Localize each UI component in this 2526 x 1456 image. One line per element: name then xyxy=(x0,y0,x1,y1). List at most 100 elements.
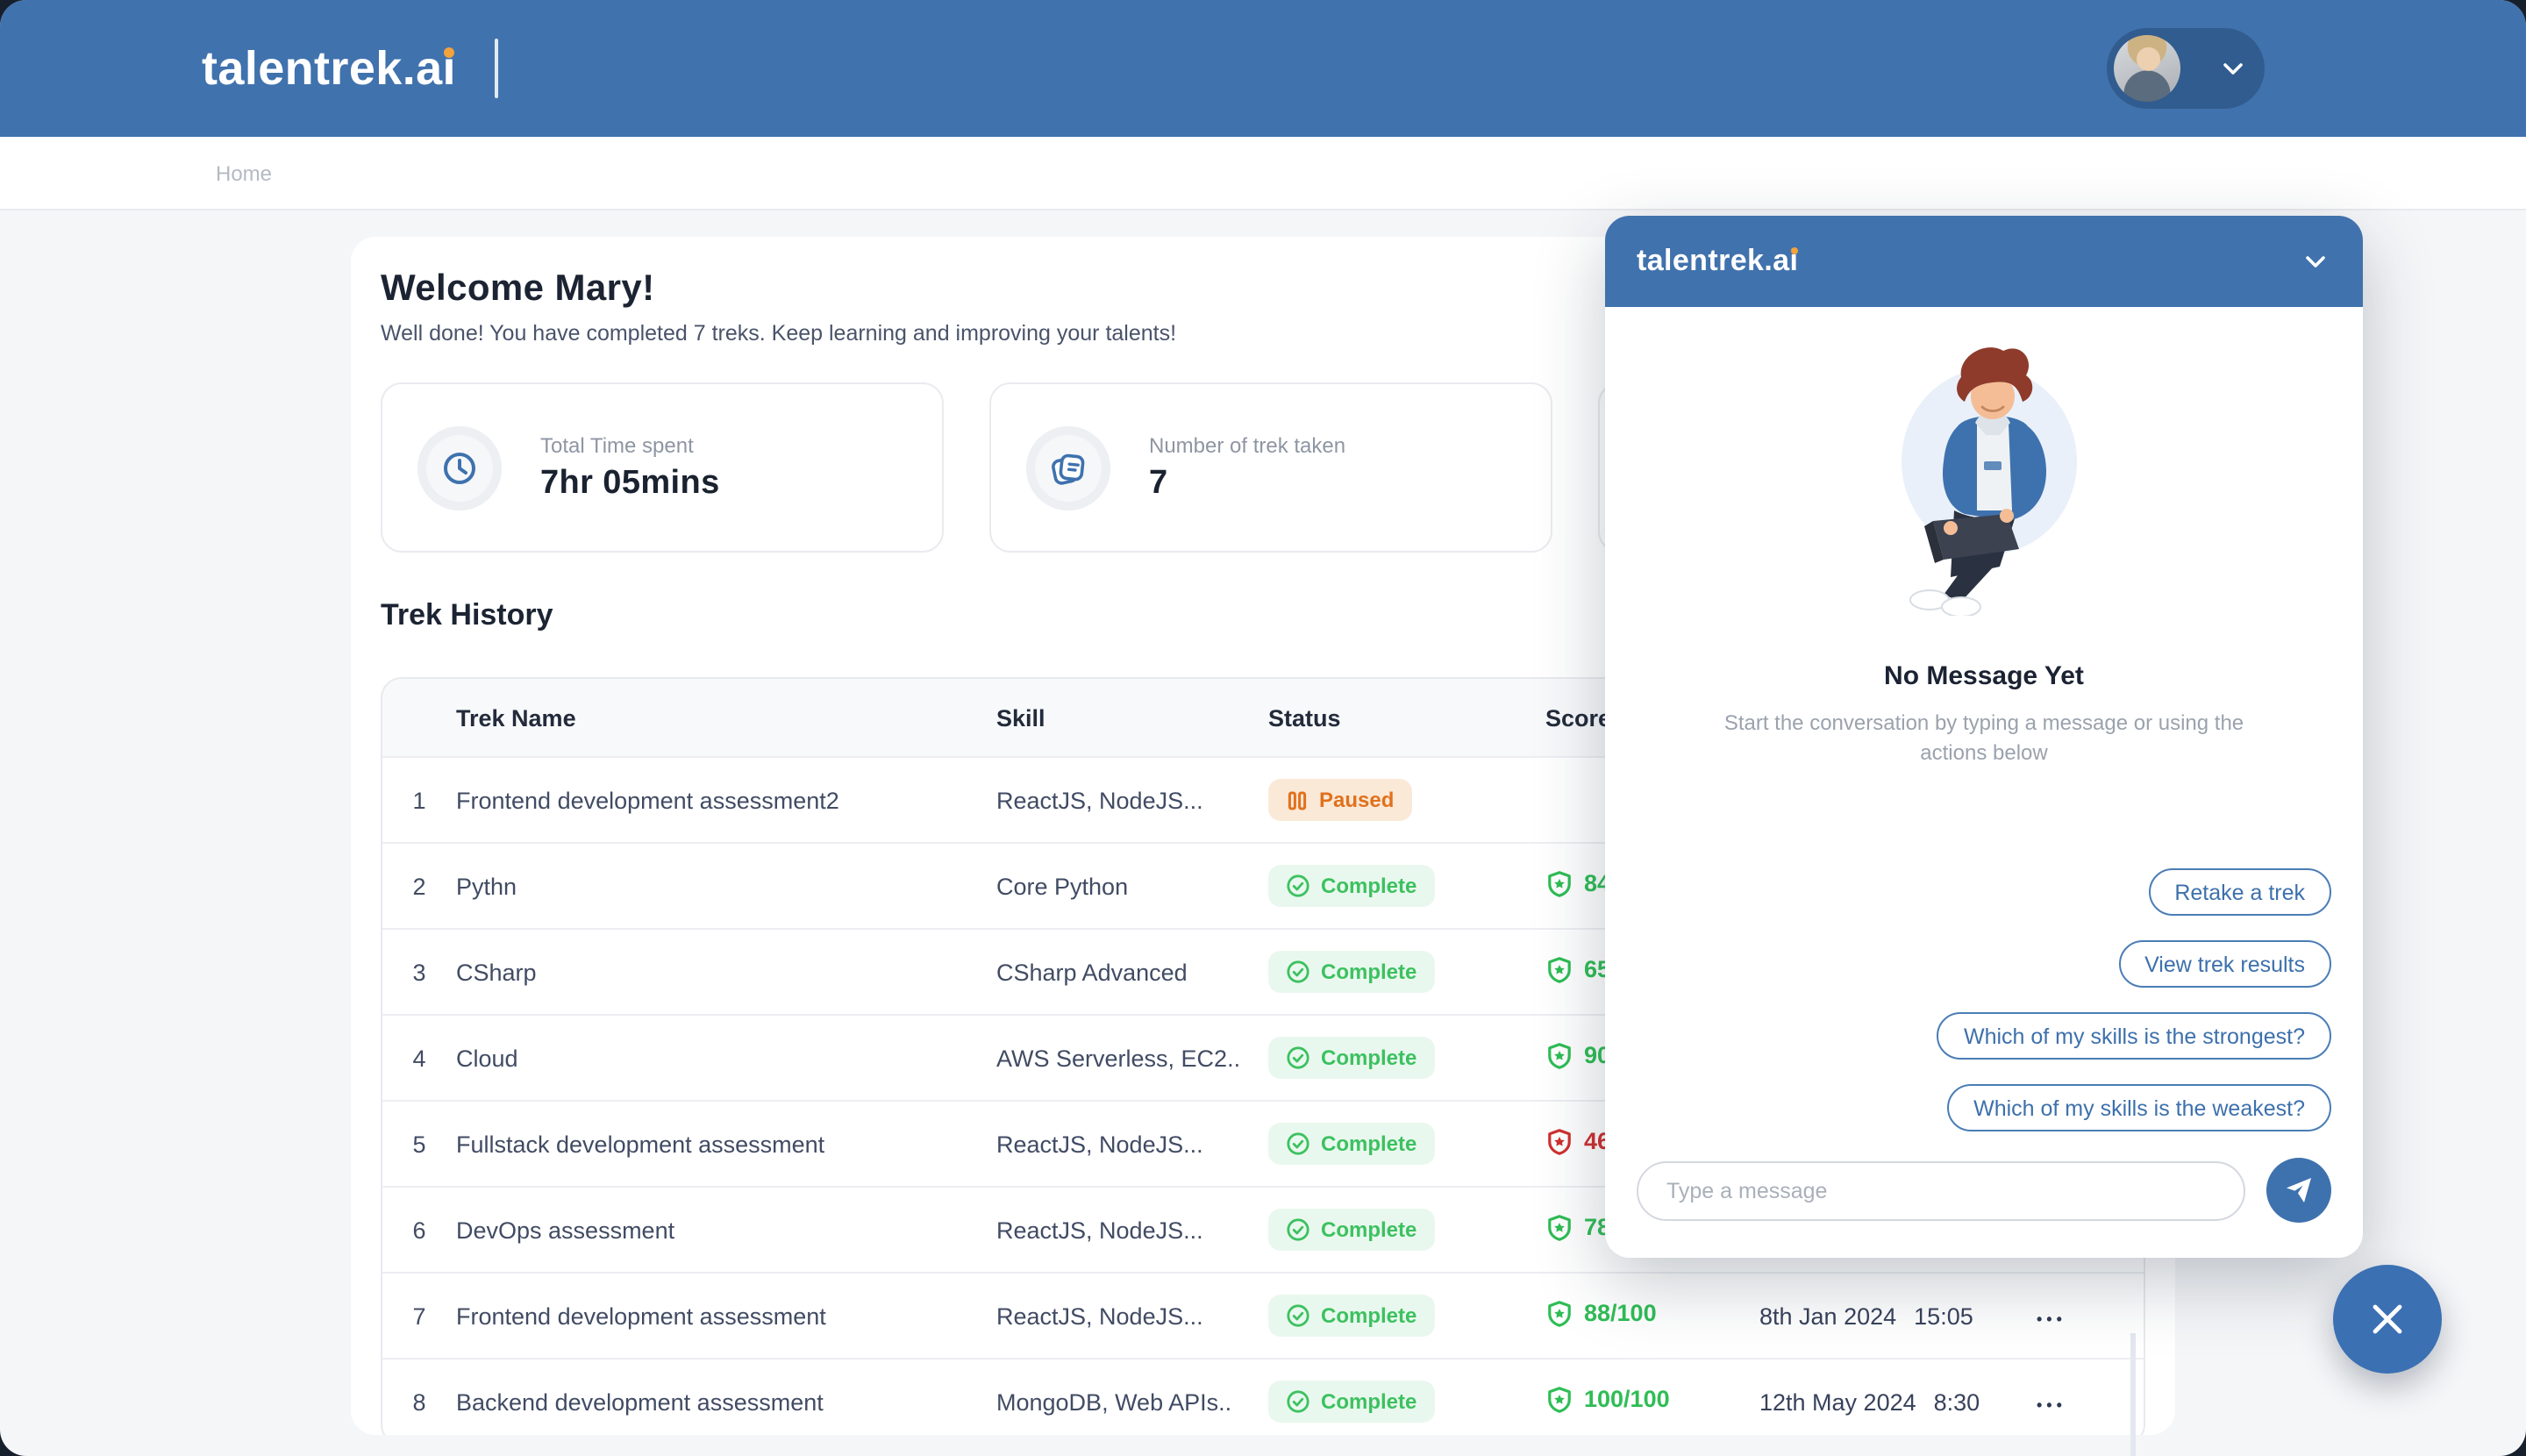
status-badge: Complete xyxy=(1268,865,1435,907)
date-value: 12th May 2024 xyxy=(1759,1388,1916,1415)
user-menu[interactable] xyxy=(2107,28,2265,109)
score-cell: 90 xyxy=(1545,1041,1610,1069)
status-label: Complete xyxy=(1321,1131,1417,1156)
skill-cell: Core Python xyxy=(996,873,1129,899)
chat-action-button[interactable]: Which of my skills is the weakest? xyxy=(1947,1084,2331,1131)
score-badge-icon xyxy=(1548,1214,1571,1240)
score-badge-icon xyxy=(1548,1386,1571,1412)
row-index: 1 xyxy=(412,787,426,813)
chat-input-row xyxy=(1605,1158,2363,1258)
date-value: 8th Jan 2024 xyxy=(1759,1303,1897,1329)
welcome-subtitle: Well done! You have completed 7 treks. K… xyxy=(381,321,1177,346)
row-index: 6 xyxy=(412,1217,426,1243)
skill-cell: MongoDB, Web APIs.. xyxy=(996,1388,1232,1415)
trek-name-cell: CSharp xyxy=(456,959,537,985)
date-cell: 12th May 2024 8:30 xyxy=(1759,1388,2037,1415)
trek-name-cell: Frontend development assessment2 xyxy=(456,787,839,813)
check-circle-icon xyxy=(1287,1390,1309,1413)
col-status: Status xyxy=(1268,704,1341,731)
status-label: Complete xyxy=(1321,960,1417,984)
date-cell: 8th Jan 2024 15:05 xyxy=(1759,1303,2037,1329)
status-badge: Complete xyxy=(1268,1209,1435,1251)
score-cell: 65 xyxy=(1545,955,1610,983)
chat-action-button[interactable]: Which of my skills is the strongest? xyxy=(1937,1012,2331,1060)
trek-name-cell: Fullstack development assessment xyxy=(456,1131,825,1157)
table-row[interactable]: 7 Frontend development assessment ReactJ… xyxy=(382,1272,2144,1358)
chat-widget-header: talentrek.ai xyxy=(1605,216,2363,307)
score-badge-icon xyxy=(1548,956,1571,982)
row-actions-button[interactable] xyxy=(2037,1310,2066,1327)
chat-brand-dot-icon xyxy=(1791,247,1799,254)
avatar[interactable] xyxy=(2114,35,2180,102)
stat-card-time: Total Time spent 7hr 05mins xyxy=(381,382,944,553)
status-badge: Complete xyxy=(1268,951,1435,993)
chat-collapse-button[interactable] xyxy=(2300,246,2331,277)
scroll-down-indicator[interactable] xyxy=(2116,1333,2151,1456)
page-title: Welcome Mary! xyxy=(381,268,655,309)
score-badge-icon xyxy=(1548,870,1571,896)
row-index: 2 xyxy=(412,873,426,899)
row-index: 5 xyxy=(412,1131,426,1157)
brand-logo-text: talentrek.ai xyxy=(202,41,456,94)
table-row[interactable]: 8 Backend development assessment MongoDB… xyxy=(382,1358,2144,1435)
skill-cell: ReactJS, NodeJS... xyxy=(996,1131,1203,1157)
status-badge: Complete xyxy=(1268,1037,1435,1079)
check-circle-icon xyxy=(1287,960,1309,983)
score-cell: 78 xyxy=(1545,1213,1610,1241)
skill-cell: ReactJS, NodeJS... xyxy=(996,1303,1203,1329)
skill-cell: AWS Serverless, EC2.. xyxy=(996,1045,1241,1071)
chat-action-button[interactable]: View trek results xyxy=(2118,940,2331,988)
check-circle-icon xyxy=(1287,1046,1309,1069)
check-circle-icon xyxy=(1287,1218,1309,1241)
row-index: 3 xyxy=(412,959,426,985)
stat-value: 7hr 05mins xyxy=(540,464,720,501)
chat-close-button[interactable] xyxy=(2333,1265,2442,1374)
skill-cell: ReactJS, NodeJS... xyxy=(996,1217,1203,1243)
chat-widget: talentrek.ai xyxy=(1605,216,2363,1258)
breadcrumb-home[interactable]: Home xyxy=(216,161,273,185)
breadcrumb: Home xyxy=(0,137,2526,211)
status-label: Complete xyxy=(1321,874,1417,898)
check-circle-icon xyxy=(1287,1304,1309,1327)
row-actions-button[interactable] xyxy=(2037,1395,2066,1413)
chat-action-button[interactable]: Retake a trek xyxy=(2148,868,2331,916)
brand-logo[interactable]: talentrek.ai xyxy=(202,41,456,96)
score-value: 100/100 xyxy=(1584,1386,1670,1412)
status-label: Complete xyxy=(1321,1217,1417,1242)
stat-label: Total Time spent xyxy=(540,432,694,457)
status-badge: Complete xyxy=(1268,1123,1435,1165)
clock-icon xyxy=(417,425,502,510)
time-value: 8:30 xyxy=(1933,1388,1980,1415)
time-value: 15:05 xyxy=(1914,1303,1973,1329)
check-circle-icon xyxy=(1287,874,1309,897)
score-cell: 84 xyxy=(1545,869,1610,897)
score-cell: 100/100 xyxy=(1545,1385,1670,1413)
score-badge-icon xyxy=(1548,1300,1571,1326)
header-divider xyxy=(494,39,498,98)
score-badge-icon xyxy=(1548,1042,1571,1068)
status-label: Complete xyxy=(1321,1303,1417,1328)
chat-brand-logo: talentrek.ai xyxy=(1637,244,1799,279)
row-index: 7 xyxy=(412,1303,426,1329)
status-label: Complete xyxy=(1321,1389,1417,1414)
stat-label: Number of trek taken xyxy=(1149,432,1346,457)
col-score: Score xyxy=(1545,704,1612,731)
chat-brand-logo-text: talentrek.ai xyxy=(1637,244,1799,277)
stat-card-treks: Number of trek taken 7 xyxy=(989,382,1552,553)
score-cell: 46 xyxy=(1545,1127,1610,1155)
status-label: Complete xyxy=(1321,1046,1417,1070)
trek-name-cell: Backend development assessment xyxy=(456,1388,824,1415)
row-index: 8 xyxy=(412,1388,426,1415)
chevron-down-icon xyxy=(2306,256,2325,268)
chevron-down-icon xyxy=(2223,63,2243,75)
chat-quick-actions: Retake a trek View trek results Which of m… xyxy=(1637,868,2331,1131)
chat-message-input[interactable] xyxy=(1637,1160,2245,1220)
send-button[interactable] xyxy=(2266,1158,2331,1223)
col-trek-name: Trek Name xyxy=(456,704,576,731)
status-label: Paused xyxy=(1319,788,1395,812)
skill-cell: CSharp Advanced xyxy=(996,959,1188,985)
status-badge: Paused xyxy=(1268,779,1412,821)
trek-name-cell: Cloud xyxy=(456,1045,518,1071)
assistant-illustration xyxy=(1902,347,2077,616)
